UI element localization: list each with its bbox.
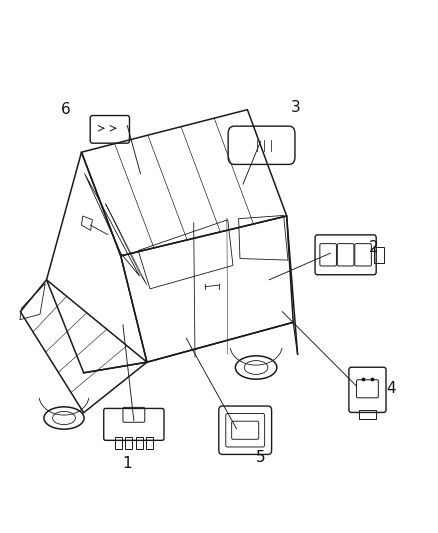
- Text: 6: 6: [60, 102, 70, 117]
- Text: 4: 4: [387, 381, 396, 396]
- Bar: [374, 247, 384, 263]
- Bar: [146, 437, 152, 449]
- Text: 2: 2: [369, 240, 379, 255]
- Bar: [359, 410, 376, 419]
- Text: 3: 3: [290, 100, 300, 115]
- Bar: [115, 437, 122, 449]
- Bar: [125, 437, 132, 449]
- Text: 1: 1: [123, 456, 132, 471]
- Bar: [136, 437, 143, 449]
- Text: 5: 5: [256, 450, 265, 465]
